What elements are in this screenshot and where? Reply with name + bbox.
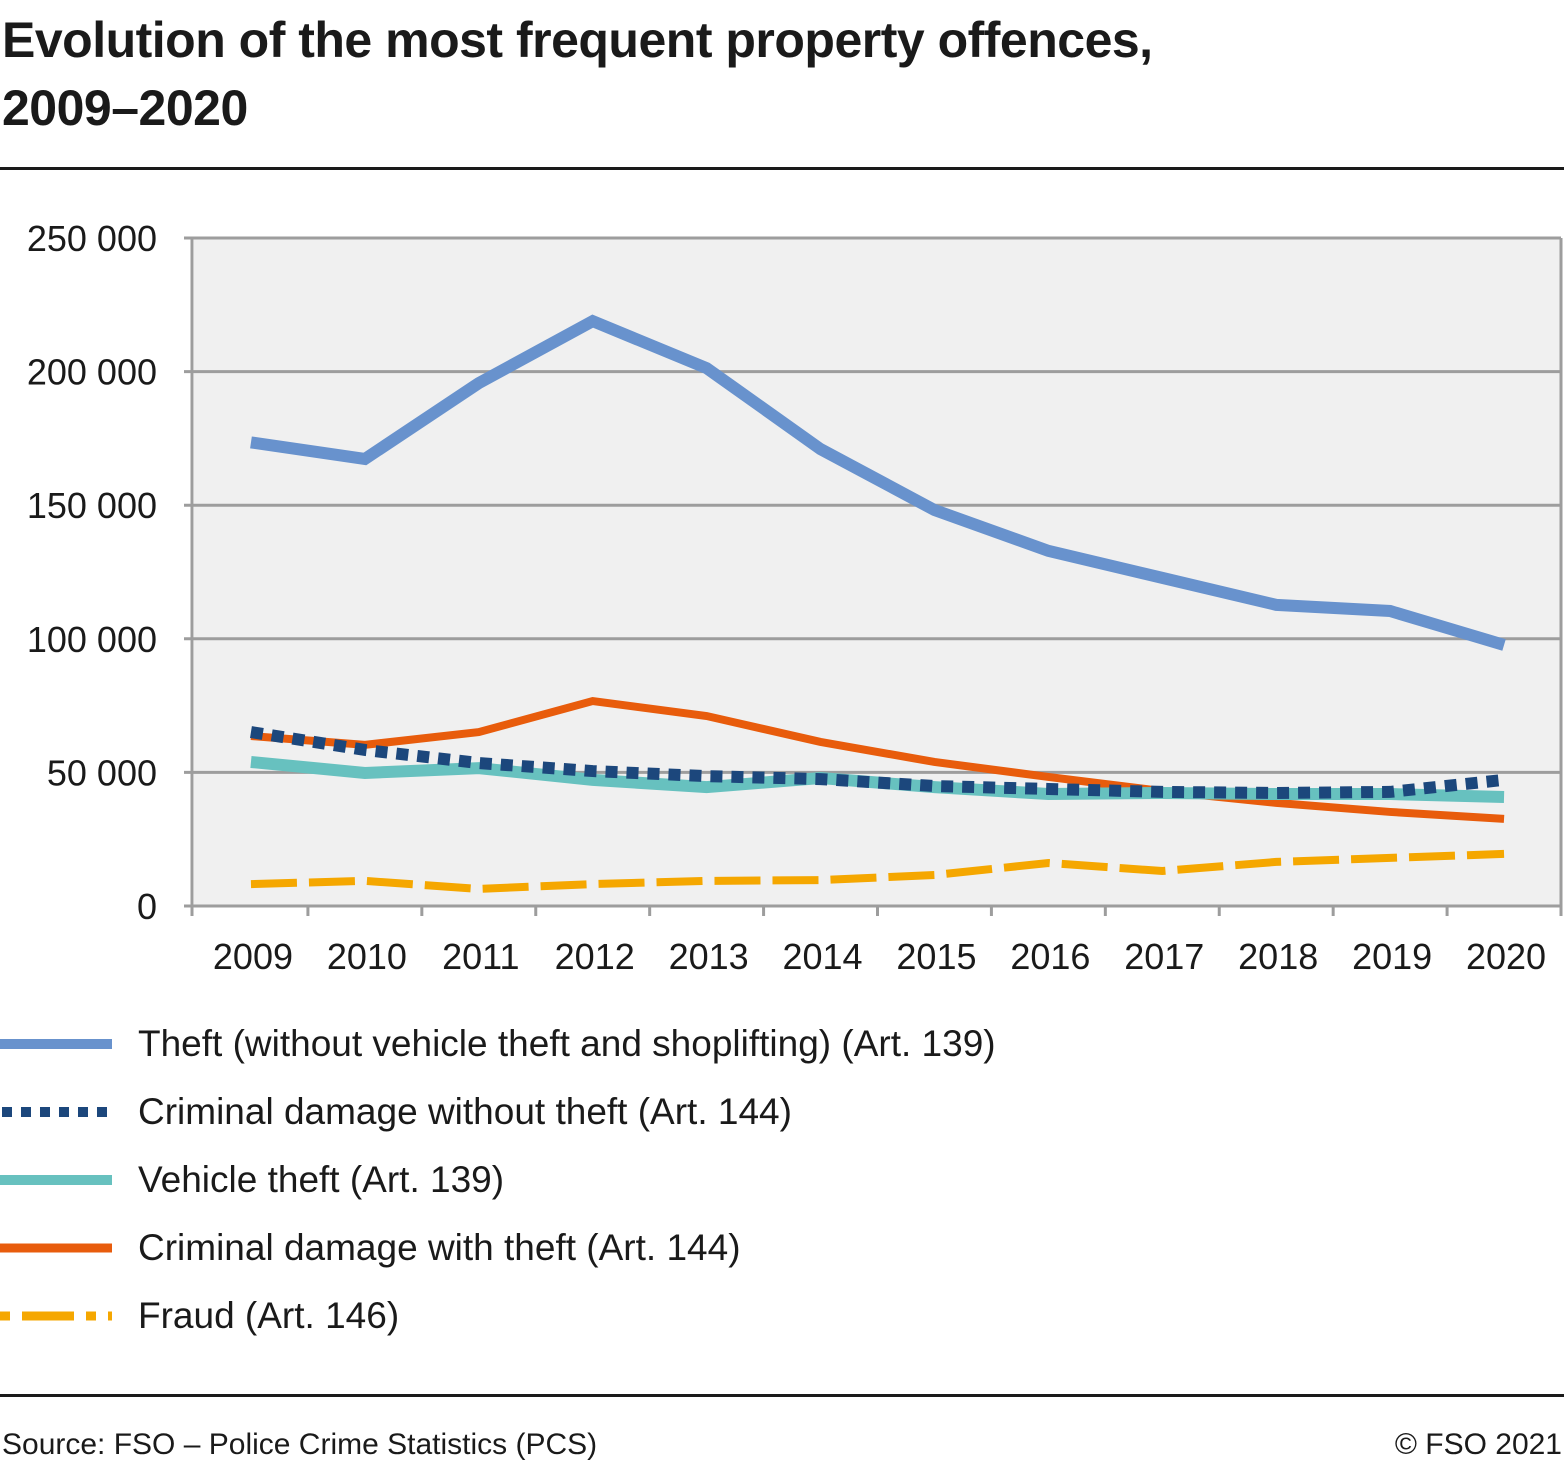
x-tick-label: 2012 [555, 936, 635, 977]
x-tick-label: 2011 [442, 936, 519, 977]
y-axis: 0 50 000 100 000 150 000 200 000 250 000 [27, 218, 1563, 927]
x-tick-label: 2009 [213, 936, 293, 977]
y-tick-label: 50 000 [47, 752, 157, 793]
x-tick-label: 2017 [1124, 936, 1204, 977]
legend-swatch [0, 1039, 112, 1049]
legend-item: Vehicle theft (Art. 139) [0, 1146, 1500, 1214]
x-tick-label: 2020 [1466, 936, 1546, 977]
legend-item: Criminal damage without theft (Art. 144) [0, 1078, 1500, 1146]
series-line-5 [250, 849, 1505, 893]
legend-item: Criminal damage with theft (Art. 144) [0, 1214, 1500, 1282]
line-chart: 0 50 000 100 000 150 000 200 000 250 000 2009… [27, 218, 1563, 977]
x-tick-label: 2015 [896, 936, 976, 977]
series-line-3 [250, 756, 1505, 803]
legend-swatch [2, 1107, 112, 1117]
source-note: Source: FSO – Police Crime Statistics (P… [2, 1428, 598, 1461]
legend: Theft (without vehicle theft and shoplif… [0, 1010, 1500, 1350]
chart-title: Evolution of the most frequent property … [2, 6, 1502, 142]
x-tick-label: 2016 [1010, 936, 1090, 977]
legend-label: Criminal damage with theft (Art. 144) [138, 1227, 741, 1268]
legend-label: Vehicle theft (Art. 139) [138, 1159, 505, 1200]
x-tick-label: 2019 [1352, 936, 1432, 977]
series-group [250, 314, 1506, 893]
x-tick-label: 2014 [782, 936, 862, 977]
footer-divider [0, 1394, 1564, 1397]
legend-label: Criminal damage without theft (Art. 144) [138, 1091, 792, 1132]
legend-swatch [0, 1243, 112, 1253]
x-tick-label: 2018 [1238, 936, 1318, 977]
y-tick-label: 150 000 [27, 485, 157, 526]
y-tick-label: 100 000 [27, 619, 157, 660]
legend-swatch [0, 1311, 112, 1321]
legend-label: Theft (without vehicle theft and shoplif… [138, 1023, 996, 1064]
legend-item: Theft (without vehicle theft and shoplif… [0, 1010, 1500, 1078]
series-line-4 [250, 696, 1505, 823]
legend-label: Fraud (Art. 146) [138, 1295, 400, 1336]
series-line-1 [250, 314, 1506, 651]
series-line-2 [250, 726, 1505, 799]
legend-item: Fraud (Art. 146) [0, 1282, 1500, 1350]
y-tick-label: 0 [137, 886, 157, 927]
legend-swatch [0, 1175, 112, 1185]
y-tick-label: 200 000 [27, 352, 157, 393]
copyright-note: © FSO 2021 [1394, 1428, 1562, 1461]
x-tick-label: 2013 [669, 936, 749, 977]
chart-title-line-2: 2009–2020 [2, 80, 248, 136]
x-axis: 2009 2010 2011 2012 2013 2014 2015 2016 2017 2018… [190, 906, 1563, 977]
chart-title-line-1: Evolution of the most frequent property … [2, 12, 1153, 68]
x-tick-label: 2010 [327, 936, 407, 977]
y-tick-label: 250 000 [27, 218, 157, 259]
title-divider [0, 167, 1564, 170]
